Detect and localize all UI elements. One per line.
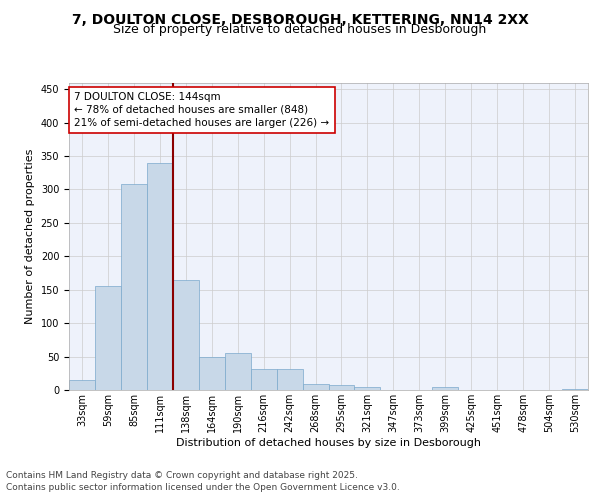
- Text: 7, DOULTON CLOSE, DESBOROUGH, KETTERING, NN14 2XX: 7, DOULTON CLOSE, DESBOROUGH, KETTERING,…: [71, 12, 529, 26]
- Text: Size of property relative to detached houses in Desborough: Size of property relative to detached ho…: [113, 22, 487, 36]
- Bar: [121, 184, 147, 390]
- X-axis label: Distribution of detached houses by size in Desborough: Distribution of detached houses by size …: [176, 438, 481, 448]
- Bar: [199, 356, 224, 390]
- Y-axis label: Number of detached properties: Number of detached properties: [25, 148, 35, 324]
- Bar: [277, 368, 302, 390]
- Bar: [329, 386, 355, 390]
- Text: Contains HM Land Registry data © Crown copyright and database right 2025.: Contains HM Land Registry data © Crown c…: [6, 471, 358, 480]
- Bar: [69, 380, 95, 390]
- Bar: [173, 280, 199, 390]
- Bar: [95, 286, 121, 390]
- Bar: [302, 384, 329, 390]
- Text: Contains public sector information licensed under the Open Government Licence v3: Contains public sector information licen…: [6, 484, 400, 492]
- Text: 7 DOULTON CLOSE: 144sqm
← 78% of detached houses are smaller (848)
21% of semi-d: 7 DOULTON CLOSE: 144sqm ← 78% of detache…: [74, 92, 329, 128]
- Bar: [562, 388, 588, 390]
- Bar: [433, 386, 458, 390]
- Bar: [251, 368, 277, 390]
- Bar: [225, 353, 251, 390]
- Bar: [355, 388, 380, 390]
- Bar: [147, 162, 173, 390]
